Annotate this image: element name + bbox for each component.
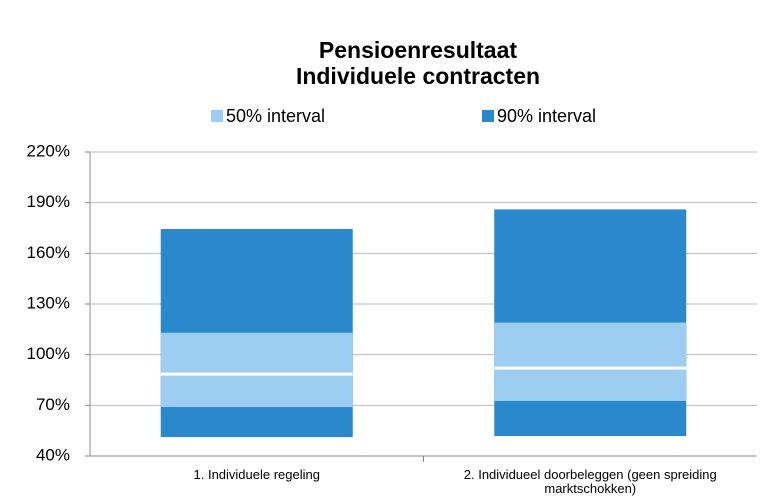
chart-title: Individuele contracten [296,63,540,89]
y-tick-label: 220% [27,141,70,160]
y-tick-label: 160% [27,243,70,262]
y-tick-label: 190% [27,192,70,211]
x-tick-label-box: 1. Individuele regeling [193,468,320,482]
interval-bar [494,322,687,401]
x-tick-label-box: 2. Individueel doorbeleggen (geen spreid… [463,468,717,496]
legend-swatch [482,110,494,122]
legend-swatch [211,110,223,122]
y-tick-label: 40% [36,445,70,464]
chart-title: Pensioenresultaat [319,37,517,63]
x-tick-label: 2. Individueel doorbeleggen (geen spreid… [463,468,717,496]
legend-label: 90% interval [497,106,596,126]
y-tick-label: 70% [36,395,70,414]
y-tick-label: 130% [27,293,70,312]
x-tick-label: 1. Individuele regeling [193,468,320,482]
interval-bar [160,332,353,408]
y-tick-label: 100% [27,344,70,363]
legend-label: 50% interval [226,106,325,126]
